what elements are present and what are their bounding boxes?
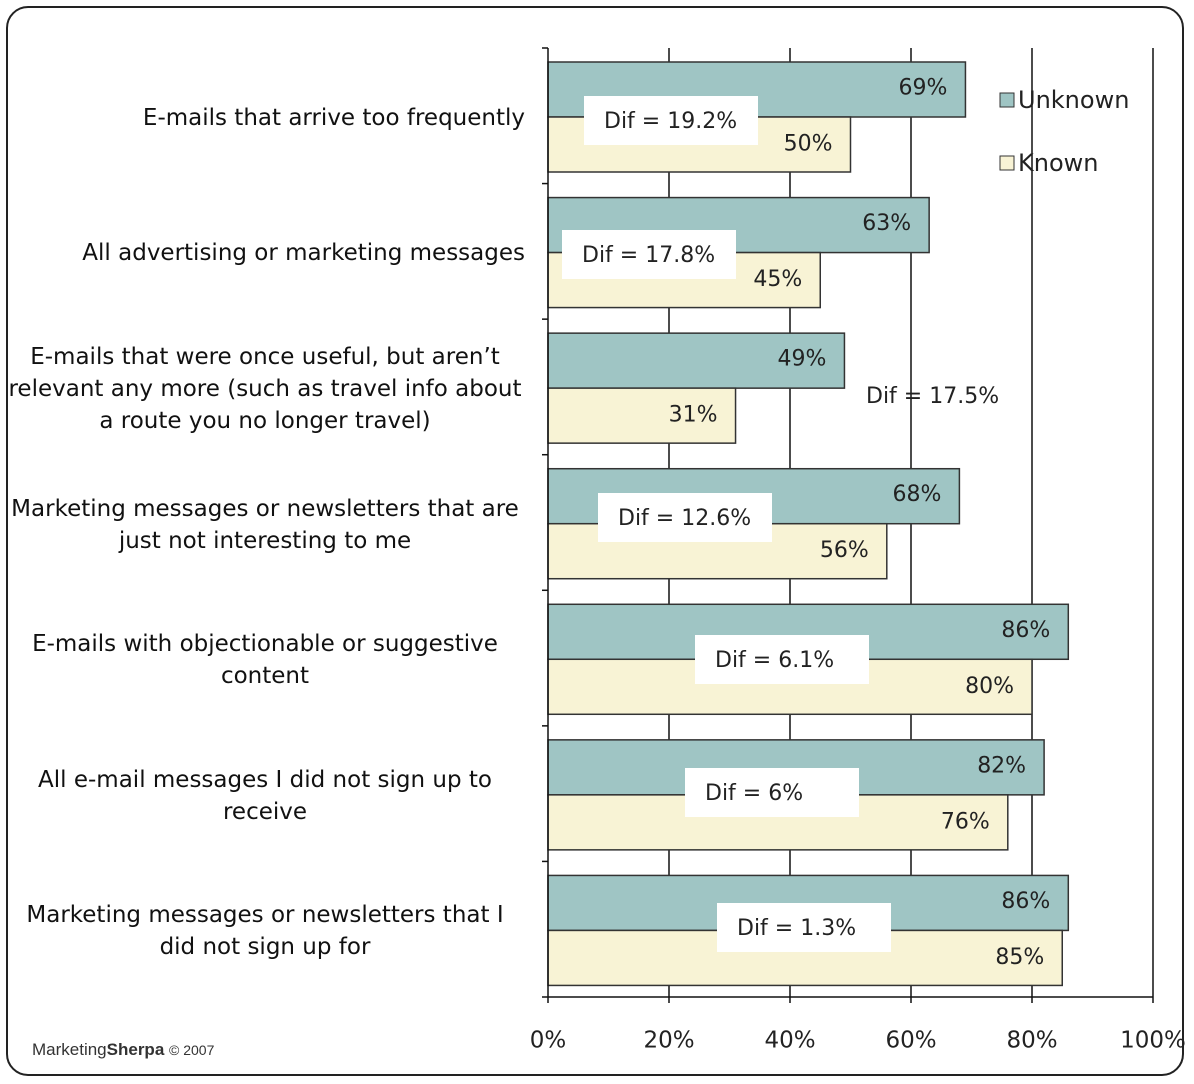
category-label: E-mails that were once useful, but aren’… bbox=[5, 341, 525, 437]
annotation: Dif = 19.2% bbox=[604, 109, 737, 134]
legend-label: Known bbox=[1018, 149, 1098, 177]
logo: MarketingSherpa © 2007 bbox=[32, 1040, 214, 1060]
legend-label: Unknown bbox=[1018, 86, 1129, 114]
value-label: 76% bbox=[941, 809, 990, 834]
x-tick-label: 60% bbox=[885, 1028, 936, 1054]
annotation: Dif = 6% bbox=[705, 781, 803, 806]
x-tick-label: 80% bbox=[1006, 1028, 1057, 1054]
annotation: Dif = 6.1% bbox=[715, 648, 834, 673]
annotation: Dif = 17.5% bbox=[866, 384, 999, 409]
value-label: 31% bbox=[669, 403, 718, 428]
value-label: 45% bbox=[753, 267, 802, 292]
legend-swatch bbox=[999, 92, 1015, 108]
value-label: 63% bbox=[862, 211, 911, 236]
value-label: 68% bbox=[892, 482, 941, 507]
category-text: E-mails with objectionable or suggestive… bbox=[32, 631, 498, 690]
category-text: All advertising or marketing messages bbox=[82, 240, 525, 267]
value-label: 85% bbox=[995, 945, 1044, 970]
value-label: 49% bbox=[778, 347, 827, 372]
annotation-box bbox=[685, 768, 859, 817]
x-tick-label: 40% bbox=[764, 1028, 815, 1054]
category-label: All e-mail messages I did not sign up to… bbox=[5, 764, 525, 828]
annotation: Dif = 17.8% bbox=[582, 243, 715, 268]
value-label: 56% bbox=[820, 538, 869, 563]
annotation-box bbox=[598, 493, 772, 542]
annotation: Dif = 12.6% bbox=[618, 506, 751, 531]
value-label: 50% bbox=[784, 132, 833, 157]
bar bbox=[547, 332, 846, 389]
category-text: Marketing messages or newsletters that a… bbox=[11, 495, 519, 554]
category-text: Marketing messages or newsletters that I… bbox=[26, 902, 504, 961]
category-label: Marketing messages or newsletters that a… bbox=[5, 493, 525, 557]
frame bbox=[6, 6, 1184, 1076]
category-label: Marketing messages or newsletters that I… bbox=[5, 899, 525, 963]
category-text: E-mails that arrive too frequently bbox=[142, 104, 525, 131]
copyright: © 2007 bbox=[169, 1042, 215, 1058]
value-label: 86% bbox=[1001, 618, 1050, 643]
logo-text: Marketing bbox=[32, 1040, 107, 1059]
category-label: All advertising or marketing messages bbox=[5, 237, 525, 269]
logo-text: Sherpa bbox=[106, 1040, 165, 1059]
annotation-box bbox=[562, 230, 736, 279]
annotation-box bbox=[584, 96, 758, 145]
value-label: 80% bbox=[965, 674, 1014, 699]
category-label: E-mails that arrive too frequently bbox=[5, 102, 525, 134]
value-label: 82% bbox=[977, 753, 1026, 778]
category-text: E-mails that were once useful, but aren’… bbox=[8, 343, 522, 434]
legend-swatch bbox=[999, 155, 1015, 171]
value-label: 69% bbox=[899, 76, 948, 101]
value-label: 86% bbox=[1001, 889, 1050, 914]
category-label: E-mails with objectionable or suggestive… bbox=[5, 628, 525, 692]
annotation: Dif = 1.3% bbox=[737, 916, 856, 941]
annotation-box bbox=[695, 635, 869, 684]
category-text: All e-mail messages I did not sign up to… bbox=[38, 766, 492, 825]
x-tick-label: 100% bbox=[1120, 1028, 1186, 1054]
x-tick-label: 0% bbox=[530, 1028, 567, 1054]
x-tick-label: 20% bbox=[643, 1028, 694, 1054]
annotation-box bbox=[717, 903, 891, 952]
